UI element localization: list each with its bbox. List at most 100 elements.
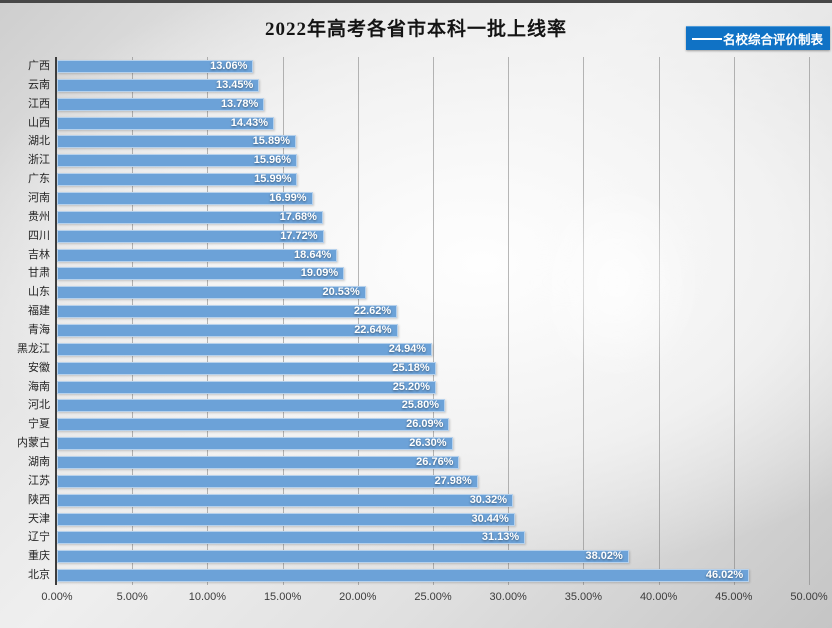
x-tick-label: 10.00% [188,591,227,603]
category-label: 青海 [28,323,50,336]
bar: 22.64% [57,323,398,337]
gridline [433,57,434,585]
bar: 22.62% [57,305,398,319]
bar: 18.64% [57,248,338,262]
legend-label: 名校综合评价制表 [722,33,823,47]
category-label: 云南 [28,78,50,91]
category-label: 黑龙江 [17,342,50,355]
bar: 20.53% [57,286,366,300]
bar: 26.76% [57,455,460,469]
category-label: 江西 [28,97,50,110]
bar: 30.32% [57,493,513,507]
category-label: 甘肃 [28,267,50,280]
bar: 17.68% [57,210,323,224]
bar: 38.02% [57,550,629,564]
value-label: 38.02% [585,550,623,563]
legend-line-icon [691,37,722,40]
bar: 15.99% [57,173,298,187]
value-label: 24.94% [388,342,427,355]
value-label: 17.72% [280,229,318,242]
category-label: 辽宁 [28,531,50,544]
bar: 13.06% [57,59,254,73]
value-label: 27.98% [434,474,472,487]
gridline [207,57,209,585]
legend: 名校综合评价制表 [685,26,830,50]
value-label: 14.43% [230,116,269,129]
category-label: 陕西 [28,493,50,506]
value-label: 46.02% [705,569,744,582]
x-tick-label: 15.00% [263,591,302,603]
plot-area: 13.06% 13.45% 13.78% 14.43% 15.89% 15.96% 15.9… [55,57,810,585]
value-label: 16.99% [269,191,307,204]
value-label: 25.80% [401,399,440,412]
bar: 17.72% [57,229,324,243]
value-label: 26.76% [416,455,454,468]
gridline [282,57,284,585]
value-label: 30.32% [469,493,507,506]
category-label: 海南 [28,380,50,393]
value-label: 25.18% [392,361,430,374]
value-label: 19.09% [300,267,339,280]
category-label: 江苏 [28,474,50,487]
bar: 25.80% [57,399,446,413]
x-tick-label: 20.00% [339,591,377,603]
category-label: 福建 [28,305,50,318]
bar: 14.43% [57,116,275,130]
x-tick-label: 5.00% [116,591,148,603]
category-label: 广东 [28,173,50,186]
gridline [132,57,134,585]
bar: 19.09% [57,267,345,281]
chart-title: 2022年高考各省市本科一批上线率 [264,19,567,40]
bar: 25.18% [57,361,436,375]
y-axis-line [55,57,57,585]
value-label: 13.78% [220,97,259,110]
value-label: 17.68% [279,210,317,223]
bar: 13.78% [57,97,265,111]
category-label: 山东 [28,286,50,299]
bar: 15.96% [57,154,298,168]
bar: 30.44% [57,512,515,526]
value-label: 18.64% [294,248,332,261]
value-label: 13.45% [215,78,254,91]
bar: 24.94% [57,342,433,356]
category-label: 湖北 [28,135,50,148]
x-tick-label: 0.00% [41,591,73,603]
bar: 27.98% [57,474,478,488]
bar: 16.99% [57,191,313,205]
bar: 31.13% [57,531,526,545]
category-label: 山西 [28,116,50,129]
bar: 46.02% [57,569,750,583]
value-label: 30.44% [471,512,509,525]
bar: 13.45% [57,78,260,92]
category-label: 天津 [28,512,50,525]
value-label: 22.62% [353,305,392,318]
category-label: 河北 [28,399,50,412]
value-label: 25.20% [392,380,430,393]
gridline [658,57,660,585]
value-label: 26.30% [409,437,447,450]
x-tick-label: 40.00% [639,591,678,603]
x-tick-label: 35.00% [564,591,603,603]
category-label: 内蒙古 [17,437,50,450]
gridline [583,57,585,585]
bar: 15.89% [57,135,296,149]
x-tick-label: 45.00% [715,591,753,603]
value-label: 20.53% [322,286,360,299]
value-label: 15.96% [253,154,292,167]
gridline [357,57,359,585]
category-label: 广西 [28,59,50,72]
x-tick-label: 50.00% [790,591,828,603]
watermark-smudge [527,177,707,387]
category-label: 北京 [28,569,50,582]
top-border [0,0,832,3]
value-label: 31.13% [481,531,520,544]
value-label: 15.99% [254,173,292,186]
category-label: 安徽 [28,361,50,374]
value-label: 22.64% [354,323,392,336]
category-label: 河南 [28,191,50,204]
category-label: 湖南 [28,455,50,468]
x-tick-label: 25.00% [414,591,452,603]
value-label: 15.89% [252,135,290,148]
category-label: 贵州 [28,210,50,223]
